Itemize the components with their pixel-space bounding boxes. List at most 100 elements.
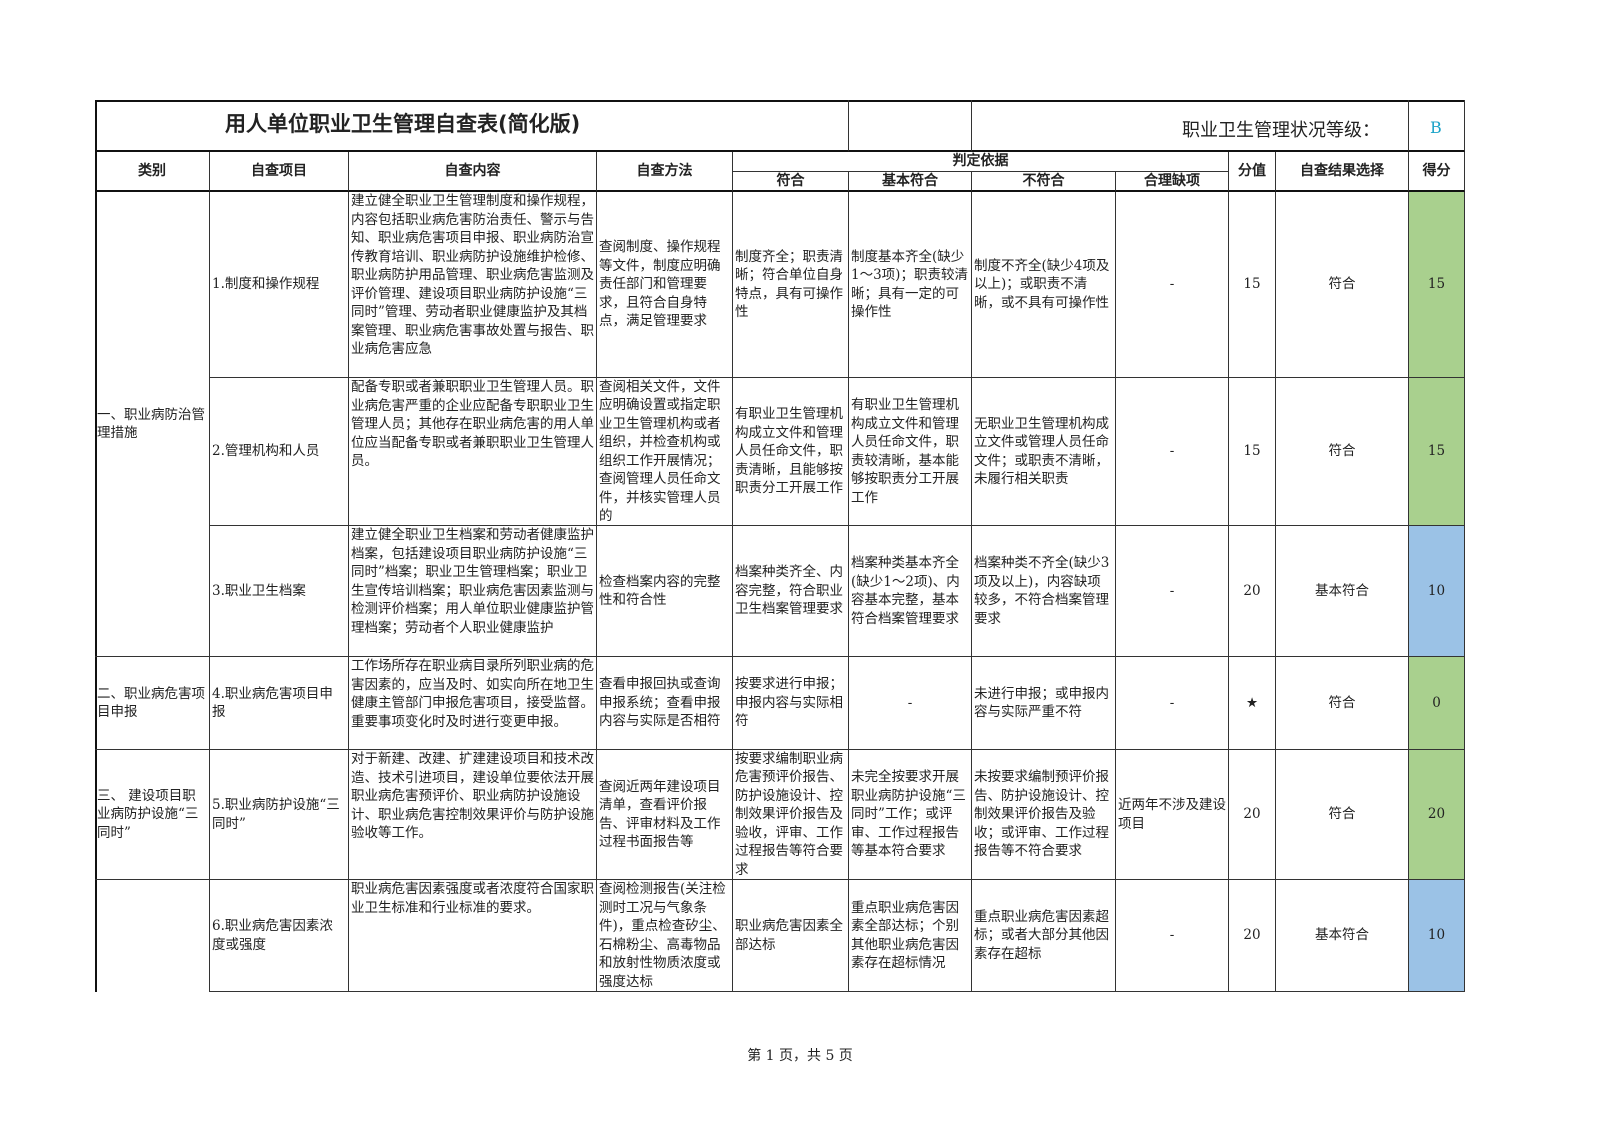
grade-label-cell	[972, 100, 1409, 152]
row-item-text: 4.职业病危害项目申报	[212, 685, 333, 721]
row-score-text: 10	[1427, 582, 1446, 599]
header-basic-conform: 基本符合	[849, 172, 972, 192]
row-basic-conform-text: 制度基本齐全(缺少1～3项)；职责较清晰；具有一定的可操作性	[851, 248, 968, 321]
row-item: 1.制度和操作规程	[210, 192, 349, 378]
row-reasonable-missing: -	[1116, 526, 1229, 657]
category-cell-text: 二、职业病危害项目申报	[97, 685, 205, 721]
row-points: 15	[1229, 192, 1276, 378]
header-nonconform-text: 不符合	[1022, 172, 1065, 189]
row-points-text: ★	[1245, 694, 1259, 711]
row-reasonable-missing-text: 近两年不涉及建设项目	[1118, 797, 1226, 832]
row-reasonable-missing-text: -	[1169, 694, 1175, 711]
header-reasonable-missing: 合理缺项	[1116, 172, 1229, 192]
row-method: 查阅制度、操作规程等文件，制度应明确责任部门和管理要求，且符合自身特点，满足管理…	[597, 192, 733, 378]
header-category: 类别	[95, 152, 210, 192]
category-cell-text: 三、 建设项目职业病防护设施“三同时”	[97, 787, 199, 841]
row-reasonable-missing-text: -	[1169, 927, 1175, 944]
row-nonconform: 无职业卫生管理机构成立文件或管理人员任命文件；或职责不清晰，未履行相关职责	[972, 378, 1116, 526]
row-content: 配备专职或者兼职职业卫生管理人员。职业病危害严重的企业应配备专职职业卫生管理人员…	[349, 378, 597, 526]
row-basic-conform: -	[849, 657, 972, 750]
row-result-text: 符合	[1328, 694, 1356, 711]
row-conform: 按要求编制职业病危害预评价报告、防护设施设计、控制效果评价报告及验收，评审、工作…	[733, 750, 849, 880]
row-method: 查阅检测报告(关注检测时工况与气象条件)，重点检查矽尘、石棉粉尘、高毒物品和放射…	[597, 880, 733, 992]
row-points-text: 20	[1243, 806, 1261, 823]
row-method-text: 检查档案内容的完整性和符合性	[599, 573, 721, 609]
row-points-text: 20	[1243, 927, 1261, 944]
row-item-text: 3.职业卫生档案	[212, 582, 306, 599]
row-result: 符合	[1276, 378, 1409, 526]
row-content-text: 职业病危害因素强度或者浓度符合国家职业卫生标准和行业标准的要求。	[351, 881, 594, 916]
grade-label: 职业卫生管理状况等级：	[1182, 120, 1380, 141]
row-item-text: 6.职业病危害因素浓度或强度	[212, 918, 333, 953]
row-score: 10	[1409, 880, 1465, 992]
row-reasonable-missing: -	[1116, 657, 1229, 750]
row-conform: 按要求进行申报；申报内容与实际相符	[733, 657, 849, 750]
header-points: 分值	[1229, 152, 1276, 192]
row-method-text: 查阅制度、操作规程等文件，制度应明确责任部门和管理要求，且符合自身特点，满足管理…	[599, 239, 721, 330]
row-nonconform: 档案种类不齐全(缺少3项及以上)，内容缺项较多，不符合档案管理要求	[972, 526, 1116, 657]
row-method-text: 查阅检测报告(关注检测时工况与气象条件)，重点检查矽尘、石棉粉尘、高毒物品和放射…	[599, 881, 726, 990]
row-method-text: 查看申报回执或查询申报系统；查看申报内容与实际是否相符	[599, 676, 721, 730]
row-conform: 职业病危害因素全部达标	[733, 880, 849, 992]
row-reasonable-missing-text: -	[1169, 443, 1175, 460]
row-item: 3.职业卫生档案	[210, 526, 349, 657]
row-basic-conform-text: 有职业卫生管理机构成立文件和管理人员任命文件，职责较清晰，基本能够按职责分工开展…	[851, 397, 959, 506]
row-basic-conform-text: 未完全按要求开展职业病防护设施“三同时”工作；或评审、工作过程报告等基本符合要求	[851, 769, 966, 860]
row-method: 查看申报回执或查询申报系统；查看申报内容与实际是否相符	[597, 657, 733, 750]
row-conform: 有职业卫生管理机构成立文件和管理人员任命文件，职责清晰，且能够按职责分工开展工作	[733, 378, 849, 526]
row-basic-conform: 制度基本齐全(缺少1～3项)；职责较清晰；具有一定的可操作性	[849, 192, 972, 378]
row-nonconform-text: 无职业卫生管理机构成立文件或管理人员任命文件；或职责不清晰，未履行相关职责	[974, 415, 1109, 488]
header-points-text: 分值	[1238, 162, 1266, 179]
grade-cell	[1409, 100, 1465, 152]
category-cell-text: 一、职业病防治管理措施	[97, 406, 205, 442]
row-score-text: 0	[1432, 694, 1441, 711]
header-reasonable-missing-text: 合理缺项	[1144, 172, 1200, 189]
row-conform-text: 职业病危害因素全部达标	[735, 918, 843, 953]
row-points: 15	[1229, 378, 1276, 526]
row-item: 6.职业病危害因素浓度或强度	[210, 880, 349, 992]
row-reasonable-missing: 近两年不涉及建设项目	[1116, 750, 1229, 880]
row-score: 0	[1409, 657, 1465, 750]
header-result: 自查结果选择	[1276, 152, 1409, 192]
row-reasonable-missing: -	[1116, 880, 1229, 992]
row-result: 符合	[1276, 750, 1409, 880]
row-points-text: 20	[1243, 582, 1261, 599]
row-content: 建立健全职业卫生档案和劳动者健康监护档案，包括建设项目职业病防护设施“三同时”档…	[349, 526, 597, 657]
row-points-text: 15	[1243, 276, 1261, 293]
row-content-text: 对于新建、改建、扩建建设项目和技术改造、技术引进项目，建设单位要依法开展职业病危…	[351, 751, 594, 841]
row-reasonable-missing: -	[1116, 378, 1229, 526]
row-content-text: 建立健全职业卫生档案和劳动者健康监护档案，包括建设项目职业病防护设施“三同时”档…	[351, 527, 594, 636]
row-content-text: 建立健全职业卫生管理制度和操作规程，内容包括职业病危害防治责任、警示与告知、职业…	[351, 193, 594, 357]
row-points: 20	[1229, 526, 1276, 657]
row-result-text: 符合	[1328, 276, 1356, 293]
row-result-text: 符合	[1328, 443, 1356, 460]
row-nonconform: 未进行申报；或申报内容与实际严重不符	[972, 657, 1116, 750]
row-score-text: 20	[1427, 806, 1446, 823]
row-score: 15	[1409, 192, 1465, 378]
category-cell: 三、 建设项目职业病防护设施“三同时”	[95, 750, 210, 880]
header-nonconform: 不符合	[972, 172, 1116, 192]
row-content: 建立健全职业卫生管理制度和操作规程，内容包括职业病危害防治责任、警示与告知、职业…	[349, 192, 597, 378]
row-conform: 制度齐全；职责清晰；符合单位自身特点，具有可操作性	[733, 192, 849, 378]
header-score: 得分	[1409, 152, 1465, 192]
header-item-text: 自查项目	[251, 162, 307, 179]
row-nonconform: 未按要求编制预评价报告、防护设施设计、控制效果评价报告及验收；或评审、工作过程报…	[972, 750, 1116, 880]
row-item-text: 1.制度和操作规程	[212, 276, 320, 293]
row-basic-conform: 有职业卫生管理机构成立文件和管理人员任命文件，职责较清晰，基本能够按职责分工开展…	[849, 378, 972, 526]
grade-value: B	[1430, 118, 1442, 137]
row-nonconform-text: 未按要求编制预评价报告、防护设施设计、控制效果评价报告及验收；或评审、工作过程报…	[974, 769, 1109, 860]
row-item: 4.职业病危害项目申报	[210, 657, 349, 750]
row-basic-conform-text: 重点职业病危害因素全部达标；个别其他职业病危害因素存在超标情况	[851, 899, 959, 972]
row-item: 2.管理机构和人员	[210, 378, 349, 526]
header-basic-conform-text: 基本符合	[882, 172, 938, 189]
row-score-text: 10	[1427, 927, 1446, 944]
row-method: 检查档案内容的完整性和符合性	[597, 526, 733, 657]
row-content: 工作场所存在职业病目录所列职业病的危害因素的，应当及时、如实向所在地卫生健康主管…	[349, 657, 597, 750]
row-content: 职业病危害因素强度或者浓度符合国家职业卫生标准和行业标准的要求。	[349, 880, 597, 992]
row-method-text: 查阅相关文件，文件应明确设置或指定职业卫生管理机构或者组织，并检查机构或组织工作…	[599, 378, 721, 525]
row-basic-conform-text: -	[907, 694, 913, 711]
row-conform-text: 按要求编制职业病危害预评价报告、防护设施设计、控制效果评价报告及验收，评审、工作…	[735, 750, 843, 878]
row-conform-text: 按要求进行申报；申报内容与实际相符	[735, 676, 843, 730]
row-method: 查阅相关文件，文件应明确设置或指定职业卫生管理机构或者组织，并检查机构或组织工作…	[597, 378, 733, 526]
row-points: ★	[1229, 657, 1276, 750]
